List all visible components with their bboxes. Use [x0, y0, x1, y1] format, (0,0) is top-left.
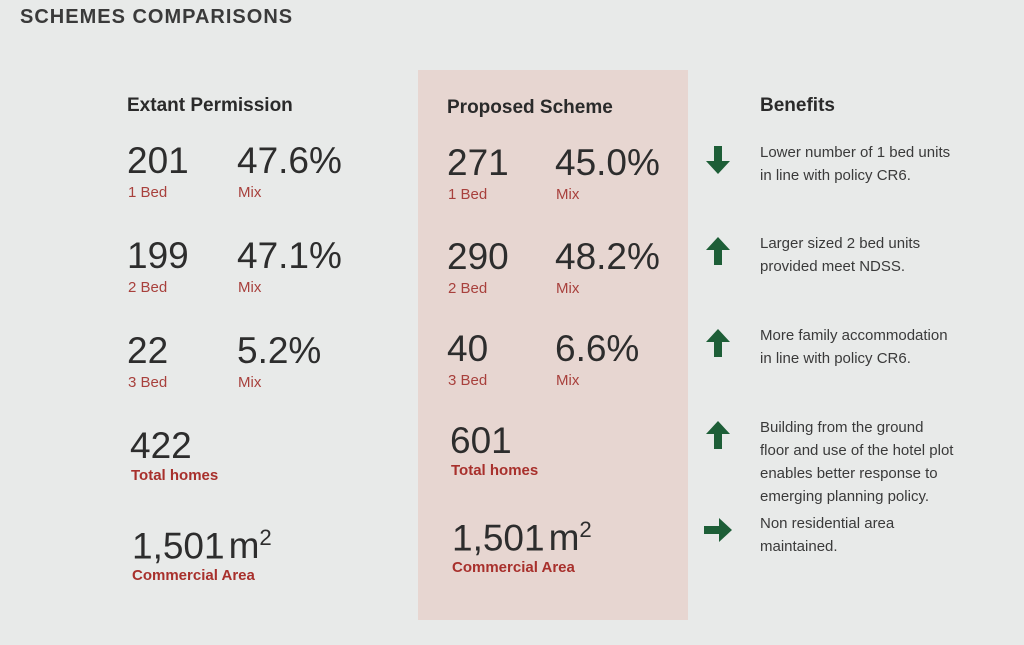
mix-label: Mix — [556, 186, 580, 203]
benefit-text: More family accommodation — [760, 327, 948, 344]
mix-label: Mix — [238, 279, 262, 296]
mix-value: 5.2% — [237, 330, 322, 371]
benefit-text: floor and use of the hotel plot — [760, 442, 954, 459]
benefit-arrow — [704, 518, 732, 542]
mix-value: 6.6% — [555, 328, 640, 369]
benefit-arrow — [706, 146, 730, 174]
unit-type: 3 Bed — [448, 372, 488, 389]
total-homes: 422 — [130, 425, 192, 466]
benefit-arrow — [706, 329, 730, 357]
area-part: m — [548, 517, 580, 559]
unit-count: 201 — [127, 140, 189, 181]
column-heading: Proposed Scheme — [447, 97, 613, 118]
proposed-panel — [418, 70, 688, 620]
mix-label: Mix — [556, 280, 580, 297]
benefit-arrow — [706, 421, 730, 449]
area-part: 1,501 — [452, 517, 545, 559]
mix-label: Mix — [238, 374, 262, 391]
unit-count: 40 — [447, 328, 489, 369]
benefit-text: in line with policy CR6. — [760, 350, 911, 367]
area-part: 2 — [579, 517, 592, 542]
commercial-area: 1,501 m2 — [132, 525, 272, 567]
unit-count: 271 — [447, 142, 509, 183]
total-homes: 601 — [450, 420, 512, 461]
unit-type: 2 Bed — [128, 279, 168, 296]
unit-type: 2 Bed — [448, 280, 488, 297]
unit-type: 1 Bed — [128, 184, 168, 201]
area-part: 2 — [259, 525, 272, 550]
mix-value: 47.6% — [237, 140, 342, 181]
benefit-text: maintained. — [760, 538, 838, 555]
mix-value: 47.1% — [237, 235, 342, 276]
area-label: Commercial Area — [452, 559, 575, 576]
column-heading: Benefits — [760, 95, 835, 116]
benefit-text: enables better response to — [760, 465, 938, 482]
benefit-text: Non residential area — [760, 515, 895, 532]
benefit-arrow — [706, 237, 730, 265]
page-title: SCHEMES COMPARISONS — [20, 6, 294, 28]
unit-type: 3 Bed — [128, 374, 168, 391]
area-label: Commercial Area — [132, 567, 255, 584]
total-label: Total homes — [451, 462, 539, 479]
benefit-text: Larger sized 2 bed units — [760, 235, 921, 252]
commercial-area: 1,501 m2 — [452, 517, 592, 559]
total-label: Total homes — [131, 467, 219, 484]
unit-type: 1 Bed — [448, 186, 488, 203]
benefit-text: Building from the ground — [760, 419, 924, 436]
benefit-text: emerging planning policy. — [760, 488, 929, 505]
unit-count: 199 — [127, 235, 189, 276]
mix-label: Mix — [556, 372, 580, 389]
column-heading: Extant Permission — [127, 95, 293, 116]
area-part: 1,501 — [132, 525, 225, 567]
mix-label: Mix — [238, 184, 262, 201]
mix-value: 45.0% — [555, 142, 660, 183]
area-part: m — [228, 525, 260, 567]
unit-count: 290 — [447, 236, 509, 277]
benefit-text: in line with policy CR6. — [760, 167, 911, 184]
benefit-text: provided meet NDSS. — [760, 258, 906, 275]
unit-count: 22 — [127, 330, 169, 371]
mix-value: 48.2% — [555, 236, 660, 277]
benefit-text: Lower number of 1 bed units — [760, 144, 951, 161]
